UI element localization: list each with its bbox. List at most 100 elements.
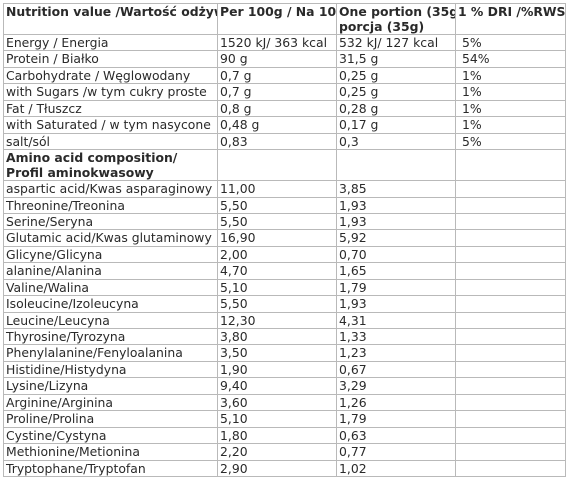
amino-name: Leucine/Leucyna [3, 311, 218, 330]
amino-portion: 1,65 [336, 262, 456, 280]
nutrient-per-100g: 1520 kJ/ 363 kcal [217, 33, 337, 52]
amino-name: Isoleucine/Izoleucyna [3, 295, 218, 313]
nutrient-name: Energy / Energia [3, 33, 218, 52]
amino-row: Valine/Walina 5,10 1,79 [3, 278, 566, 297]
amino-row: Glutamic acid/Kwas glutaminowy 16,90 5,92 [3, 229, 566, 247]
amino-per-100g: 3,80 [217, 327, 337, 346]
amino-per-100g: 3,60 [217, 393, 337, 412]
nutrient-per-100g: 90 g [217, 50, 337, 68]
amino-per-100g: 5,50 [217, 212, 337, 231]
amino-portion: 1,23 [336, 344, 456, 362]
amino-portion: 3,85 [336, 180, 456, 198]
amino-heading-empty-portion [336, 149, 456, 182]
amino-per-100g: 2,90 [217, 459, 337, 477]
amino-row: Thyrosine/Tyrozyna 3,80 1,33 [3, 327, 566, 346]
amino-per-100g: 2,20 [217, 443, 337, 461]
amino-per-100g: 1,90 [217, 360, 337, 379]
amino-per-100g: 2,00 [217, 245, 337, 264]
amino-dri [455, 393, 566, 412]
amino-heading-empty-per100 [217, 149, 337, 182]
amino-dri [455, 196, 566, 214]
amino-row: Serine/Seryna 5,50 1,93 [3, 212, 566, 231]
nutrient-row: Carbohydrate / Węglowodany 0,7 g 0,25 g 1% [3, 66, 566, 85]
nutrient-per-100g: 0,7 g [217, 83, 337, 101]
amino-name: Arginine/Arginina [3, 393, 218, 412]
amino-name: Valine/Walina [3, 278, 218, 297]
amino-row: Leucine/Leucyna 12,30 4,31 [3, 311, 566, 330]
amino-portion: 1,26 [336, 393, 456, 412]
amino-row: Methionine/Metionina 2,20 0,77 [3, 443, 566, 461]
header-one-portion-line1: One portion (35g) / [339, 4, 455, 20]
nutrient-per-100g: 0,83 [217, 132, 337, 151]
nutrient-portion: 0,25 g [336, 66, 456, 85]
amino-portion: 0,67 [336, 360, 456, 379]
amino-portion: 1,79 [336, 278, 456, 297]
amino-row: aspartic acid/Kwas asparaginowy 11,00 3,85 [3, 180, 566, 198]
nutrient-row: Protein / Białko 90 g 31,5 g 54% [3, 50, 566, 68]
nutrient-dri: 1% [455, 116, 566, 134]
amino-dri [455, 377, 566, 395]
nutrient-dri: 1% [455, 83, 566, 101]
amino-dri [455, 459, 566, 477]
nutrient-dri: 5% [455, 132, 566, 151]
nutrient-portion: 0,28 g [336, 99, 456, 118]
amino-row: Tryptophane/Tryptofan 2,90 1,02 [3, 459, 566, 477]
amino-row: Proline/Prolina 5,10 1,79 [3, 410, 566, 428]
header-one-portion-line2: porcja (35g) [339, 19, 425, 34]
amino-heading-row: Amino acid composition/ Profil aminokwas… [3, 149, 566, 182]
amino-dri [455, 180, 566, 198]
amino-dri [455, 327, 566, 346]
nutrient-name: salt/sól [3, 132, 218, 151]
header-per-100g: Per 100g / Na 100g [217, 3, 337, 35]
nutrient-row: with Saturated / w tym nasycone 0,48 g 0,1… [3, 116, 566, 134]
amino-dri [455, 278, 566, 297]
nutrient-portion: 532 kJ/ 127 kcal [336, 33, 456, 52]
header-nutrition-value: Nutrition value /Wartość odżywcza [3, 3, 218, 35]
header-row: Nutrition value /Wartość odżywcza Per 10… [3, 3, 566, 35]
amino-heading: Amino acid composition/ Profil aminokwas… [3, 149, 218, 182]
amino-per-100g: 11,00 [217, 180, 337, 198]
amino-name: Thyrosine/Tyrozyna [3, 327, 218, 346]
nutrient-row: with Sugars /w tym cukry proste 0,7 g 0,25… [3, 83, 566, 101]
nutrient-row: Fat / Tłuszcz 0,8 g 0,28 g 1% [3, 99, 566, 118]
amino-per-100g: 16,90 [217, 229, 337, 247]
amino-portion: 1,02 [336, 459, 456, 477]
amino-portion: 1,93 [336, 196, 456, 214]
nutrient-dri: 54% [455, 50, 566, 68]
amino-per-100g: 5,10 [217, 410, 337, 428]
amino-per-100g: 9,40 [217, 377, 337, 395]
amino-dri [455, 426, 566, 445]
amino-per-100g: 5,50 [217, 295, 337, 313]
nutrient-name: Protein / Białko [3, 50, 218, 68]
nutrient-dri: 1% [455, 99, 566, 118]
nutrition-table: Nutrition value /Wartość odżywcza Per 10… [3, 3, 566, 477]
amino-name: Histidine/Histydyna [3, 360, 218, 379]
amino-heading-empty-dri [455, 149, 566, 182]
amino-dri [455, 229, 566, 247]
amino-name: Tryptophane/Tryptofan [3, 459, 218, 477]
amino-name: Methionine/Metionina [3, 443, 218, 461]
nutrient-rows: Energy / Energia 1520 kJ/ 363 kcal 532 kJ/… [3, 33, 566, 151]
amino-per-100g: 12,30 [217, 311, 337, 330]
nutrient-portion: 0,25 g [336, 83, 456, 101]
amino-dri [455, 295, 566, 313]
nutrient-name: Carbohydrate / Węglowodany [3, 66, 218, 85]
amino-portion: 1,93 [336, 295, 456, 313]
amino-portion: 4,31 [336, 311, 456, 330]
nutrient-row: salt/sól 0,83 0,3 5% [3, 132, 566, 151]
amino-per-100g: 3,50 [217, 344, 337, 362]
nutrient-per-100g: 0,48 g [217, 116, 337, 134]
nutrient-row: Energy / Energia 1520 kJ/ 363 kcal 532 kJ/… [3, 33, 566, 52]
amino-per-100g: 4,70 [217, 262, 337, 280]
nutrient-dri: 1% [455, 66, 566, 85]
amino-dri [455, 344, 566, 362]
amino-name: Threonine/Treonina [3, 196, 218, 214]
header-one-portion: One portion (35g) /porcja (35g) [336, 3, 456, 35]
amino-per-100g: 5,10 [217, 278, 337, 297]
amino-name: Phenylalanine/Fenyloalanina [3, 344, 218, 362]
amino-name: Glicyne/Glicyna [3, 245, 218, 264]
nutrient-portion: 0,17 g [336, 116, 456, 134]
amino-heading-section: Amino acid composition/ Profil aminokwas… [3, 149, 566, 182]
amino-dri [455, 311, 566, 330]
amino-dri [455, 262, 566, 280]
